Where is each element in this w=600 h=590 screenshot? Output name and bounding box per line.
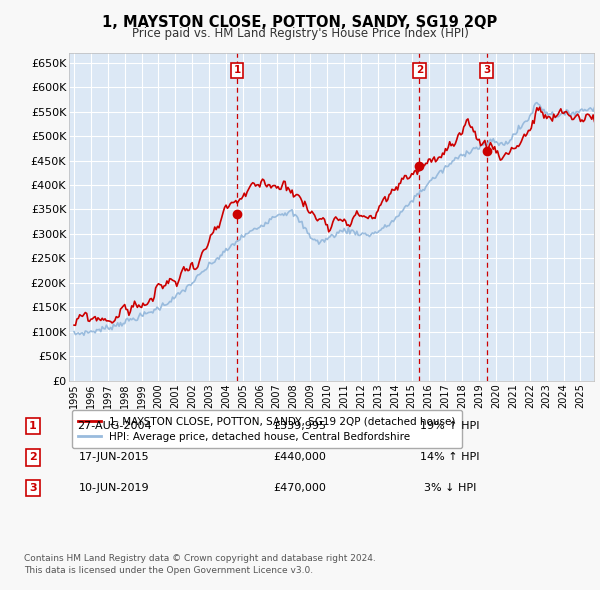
Text: £470,000: £470,000 (274, 483, 326, 493)
Text: 2: 2 (416, 65, 423, 75)
Text: Contains HM Land Registry data © Crown copyright and database right 2024.
This d: Contains HM Land Registry data © Crown c… (24, 555, 376, 575)
Text: 3% ↓ HPI: 3% ↓ HPI (424, 483, 476, 493)
Text: 10-JUN-2019: 10-JUN-2019 (79, 483, 149, 493)
Text: 14% ↑ HPI: 14% ↑ HPI (420, 453, 480, 462)
Text: 3: 3 (29, 483, 37, 493)
Text: 1: 1 (233, 65, 241, 75)
Text: 1, MAYSTON CLOSE, POTTON, SANDY, SG19 2QP: 1, MAYSTON CLOSE, POTTON, SANDY, SG19 2Q… (103, 15, 497, 30)
Text: Price paid vs. HM Land Registry's House Price Index (HPI): Price paid vs. HM Land Registry's House … (131, 27, 469, 40)
Text: £440,000: £440,000 (274, 453, 326, 462)
Text: 27-AUG-2004: 27-AUG-2004 (77, 421, 151, 431)
Text: 1: 1 (29, 421, 37, 431)
Text: 2: 2 (29, 453, 37, 462)
Legend: 1, MAYSTON CLOSE, POTTON, SANDY, SG19 2QP (detached house), HPI: Average price, : 1, MAYSTON CLOSE, POTTON, SANDY, SG19 2Q… (71, 410, 462, 448)
Text: 17-JUN-2015: 17-JUN-2015 (79, 453, 149, 462)
Text: 19% ↑ HPI: 19% ↑ HPI (420, 421, 480, 431)
Text: £339,995: £339,995 (274, 421, 326, 431)
Text: 3: 3 (483, 65, 490, 75)
